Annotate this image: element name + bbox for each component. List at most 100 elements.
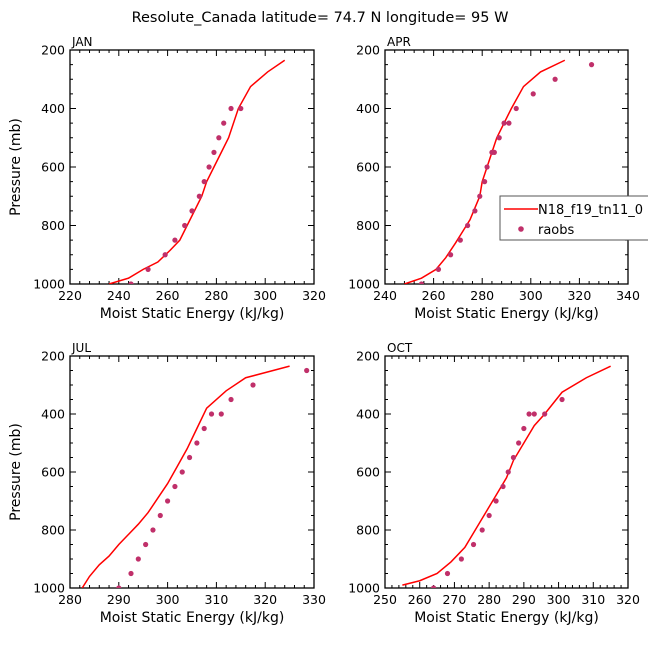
raobs-point	[116, 585, 122, 588]
raobs-point	[531, 411, 537, 417]
y-axis-title: Pressure (mb)	[8, 423, 24, 521]
plot-area	[81, 365, 310, 588]
raobs-point	[559, 396, 565, 403]
raobs-point	[143, 541, 149, 548]
raobs-point	[135, 556, 141, 562]
raobs-point	[477, 193, 483, 199]
y-tick-label: 200	[356, 349, 380, 364]
model-profile-line	[404, 59, 566, 284]
raobs-point	[304, 367, 310, 374]
panel-apr: APR 240 260 280 300 320 340 200 400 600 800 1000 Moi…	[348, 35, 640, 322]
model-profile-line	[108, 59, 286, 284]
y-tick-label: 800	[41, 523, 65, 538]
x-tick-label: 290	[107, 592, 131, 607]
raobs-point	[470, 541, 477, 548]
raobs-point	[521, 425, 527, 432]
raobs-point	[493, 498, 499, 504]
raobs-point	[418, 281, 425, 284]
legend-model-label: N18_f19_tn11_0	[538, 203, 643, 218]
raobs-point	[228, 105, 234, 112]
raobs-point	[250, 382, 256, 388]
raobs-point	[458, 556, 464, 562]
y-tick-label: 200	[41, 43, 65, 58]
y-tick-label: 1000	[33, 277, 65, 292]
raobs-point	[201, 425, 207, 432]
raobs-point	[486, 512, 492, 519]
x-tick-label: 300	[156, 592, 180, 607]
x-tick-label: 300	[519, 288, 543, 303]
y-tick-label: 400	[356, 101, 380, 116]
raobs-point	[238, 105, 244, 112]
x-tick-label: 270	[442, 592, 466, 607]
x-tick-label: 280	[470, 288, 494, 303]
x-axis-title: Moist Static Energy (kJ/kg)	[414, 306, 599, 322]
x-tick-label: 260	[422, 288, 446, 303]
y-tick-label: 800	[356, 523, 380, 538]
raobs-point	[542, 411, 548, 417]
y-tick-label: 1000	[33, 581, 65, 596]
raobs-point	[194, 440, 200, 446]
raobs-point	[186, 454, 193, 461]
x-tick-label: 320	[302, 288, 326, 303]
plot-frame	[69, 49, 315, 285]
raobs-point	[516, 440, 522, 446]
raobs-point	[500, 483, 506, 490]
raobs-point	[150, 527, 156, 533]
raobs-point	[179, 469, 185, 475]
raobs-point	[526, 411, 532, 417]
raobs-point	[501, 120, 507, 126]
x-tick-label: 310	[581, 592, 605, 607]
x-tick-label: 310	[204, 592, 228, 607]
x-tick-label: 240	[373, 288, 397, 303]
x-tick-label: 320	[616, 592, 640, 607]
plot-area	[404, 59, 595, 284]
x-tick-label: 280	[477, 592, 501, 607]
raobs-point	[448, 252, 454, 258]
raobs-point	[145, 266, 151, 272]
raobs-point	[157, 512, 163, 519]
plot-frame	[69, 355, 315, 589]
x-tick-label: 320	[567, 288, 591, 303]
x-tick-label: 340	[616, 288, 640, 303]
legend-obs-marker-swatch	[518, 226, 524, 232]
raobs-point	[505, 469, 511, 475]
raobs-point	[182, 222, 188, 229]
y-tick-label: 1000	[348, 581, 380, 596]
figure-title: Resolute_Canada latitude= 74.7 N longitu…	[132, 10, 509, 26]
x-tick-label: 280	[204, 288, 228, 303]
raobs-point	[172, 483, 178, 490]
raobs-point	[506, 120, 512, 126]
y-tick-label: 200	[41, 349, 65, 364]
raobs-point	[435, 266, 442, 272]
legend-obs-label: raobs	[538, 223, 575, 238]
plot-frame	[384, 49, 629, 285]
raobs-point	[196, 193, 202, 199]
plot-area	[402, 365, 611, 588]
y-tick-label: 400	[356, 407, 380, 422]
x-axis-title: Moist Static Energy (kJ/kg)	[100, 610, 285, 626]
y-tick-label: 400	[41, 101, 65, 116]
raobs-point	[482, 179, 488, 185]
raobs-point	[216, 135, 222, 141]
raobs-point	[479, 527, 485, 533]
x-tick-label: 320	[253, 592, 277, 607]
x-axis-title: Moist Static Energy (kJ/kg)	[100, 306, 285, 322]
x-tick-label: 330	[302, 592, 326, 607]
raobs-point	[128, 281, 134, 284]
model-profile-line	[81, 365, 290, 588]
panel-label: JAN	[71, 35, 93, 49]
raobs-point	[465, 222, 471, 229]
raobs-point	[228, 396, 234, 403]
raobs-point	[530, 91, 536, 97]
raobs-point	[201, 179, 207, 185]
y-tick-label: 1000	[348, 277, 380, 292]
raobs-point	[472, 208, 478, 214]
raobs-point	[431, 585, 437, 588]
raobs-point	[496, 135, 502, 141]
y-tick-label: 600	[41, 160, 65, 175]
raobs-point	[552, 76, 558, 82]
y-tick-label: 600	[356, 465, 380, 480]
x-tick-label: 290	[512, 592, 536, 607]
x-tick-label: 300	[253, 288, 277, 303]
